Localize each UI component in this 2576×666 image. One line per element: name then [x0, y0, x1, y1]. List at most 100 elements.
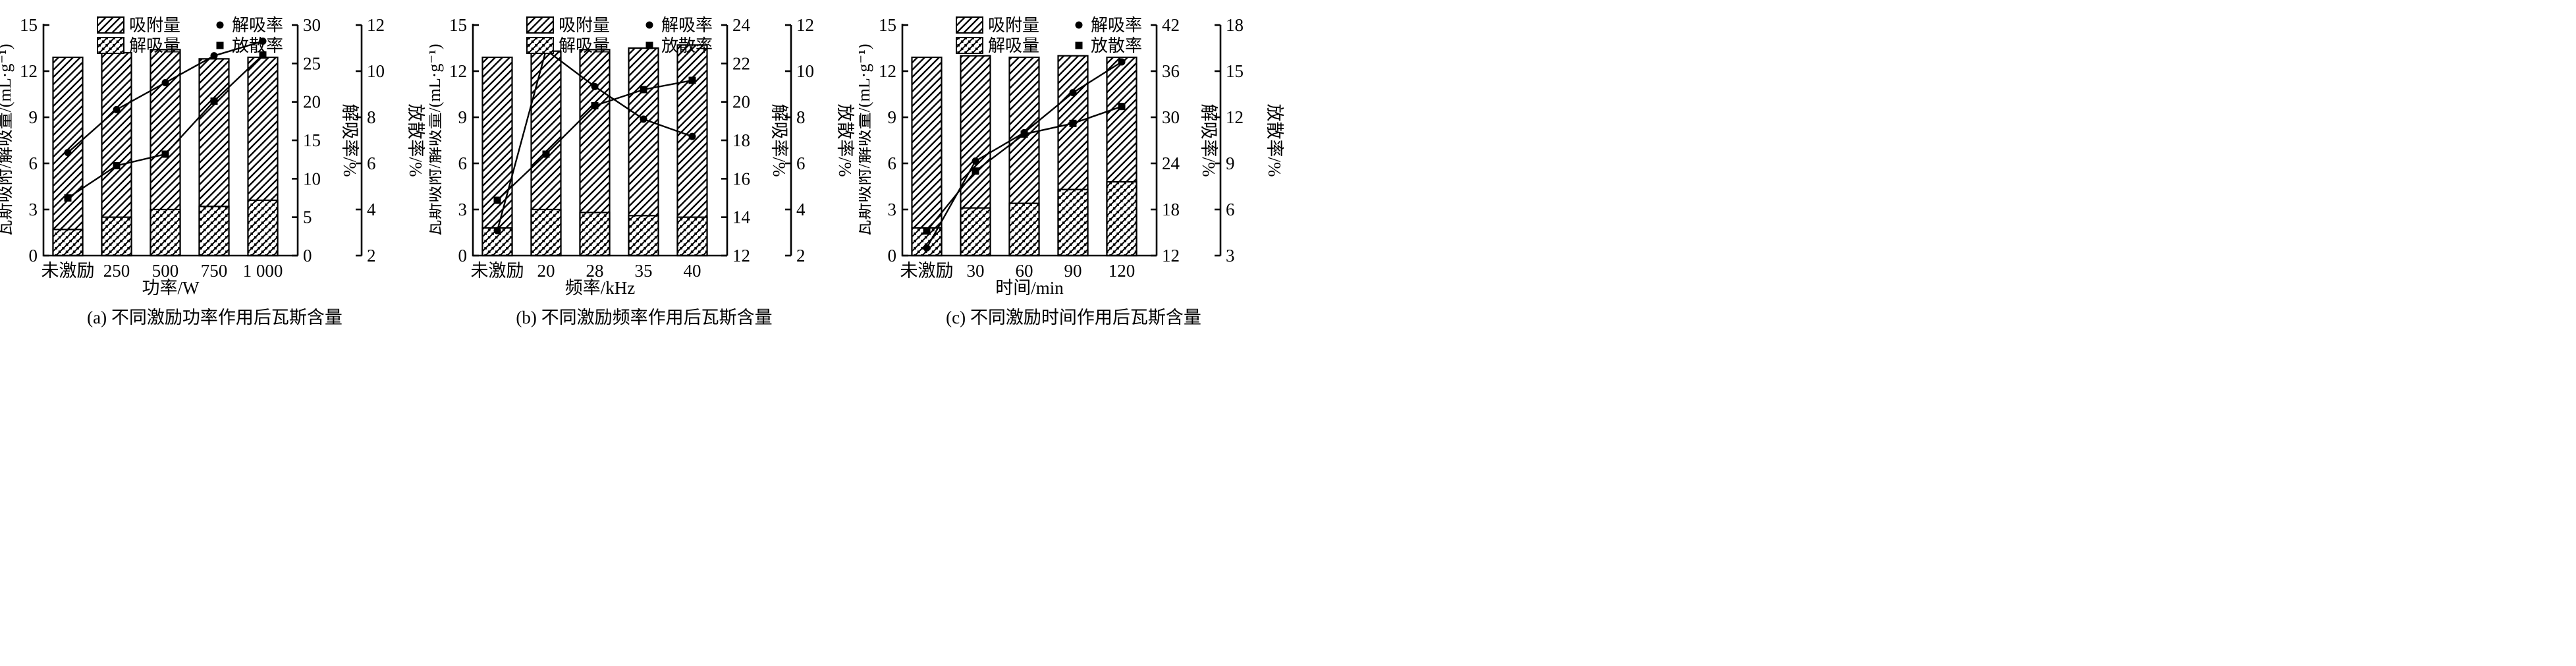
right2-tick-label: 18 — [1226, 15, 1244, 35]
circle-marker-0 — [923, 244, 931, 252]
chart-b-frequency: 036912151214161820222424681012瓦斯吸附/解吸量/(… — [429, 15, 855, 298]
right2-tick-label: 6 — [367, 153, 376, 173]
legend-square-marker-icon — [216, 42, 224, 49]
bar-checker-2 — [150, 208, 181, 257]
x-tick-label: 未激励 — [41, 261, 95, 281]
left-tick-label: 0 — [888, 246, 897, 265]
panel-c: 0 3 6 9 12 15 12 18 24 30 36 42 3 6 9 12 15 18 瓦斯吸附/解吸量/(m… — [859, 0, 1288, 333]
caption-c: (c) 不同激励时间作用后瓦斯含量 — [946, 308, 1201, 327]
circle-marker-3 — [640, 115, 647, 123]
right1-tick-label: 25 — [303, 53, 321, 73]
right2-tick-label: 8 — [367, 107, 376, 127]
legend-circle-marker-icon — [1075, 21, 1083, 29]
legend-checker-swatch — [526, 37, 554, 54]
legend-desorption-rate-label: 解吸率 — [232, 16, 283, 35]
circle-marker-0 — [64, 149, 72, 157]
right1-tick-label: 30 — [303, 15, 321, 35]
right1-axis-title: 解吸率/% — [1199, 104, 1219, 177]
x-tick-label: 250 — [103, 261, 130, 281]
bar-checker-4 — [247, 199, 279, 257]
legend-desorption-rate-label: 解吸率 — [661, 16, 713, 35]
panel-b: 0 3 6 9 12 15 12 14 16 18 20 22 24 2 4 6 8 10 12 瓦斯吸附/解吸量/(… — [429, 0, 859, 333]
square-marker-3 — [210, 97, 218, 105]
legend-checker-swatch — [956, 37, 983, 54]
legend-release-rate-label: 放散率 — [661, 36, 713, 55]
x-axis-title: 时间/min — [995, 278, 1064, 298]
left-tick-label: 6 — [458, 153, 468, 173]
left-tick-label: 6 — [888, 153, 897, 173]
x-tick-label: 60 — [1016, 261, 1033, 281]
left-tick-label: 15 — [449, 15, 467, 35]
left-tick-label: 9 — [29, 107, 38, 127]
x-tick-label: 1 000 — [243, 261, 283, 281]
left-tick-label: 6 — [29, 153, 38, 173]
right2-tick-label: 3 — [1226, 246, 1235, 265]
x-axis-title: 功率/W — [142, 278, 200, 298]
right2-tick-label: 15 — [1226, 61, 1244, 81]
right1-tick-label: 10 — [303, 169, 321, 188]
right2-tick-label: 4 — [796, 200, 806, 219]
x-tick-label: 未激励 — [900, 261, 954, 281]
circle-marker-4 — [1118, 58, 1126, 66]
right2-tick-label: 6 — [1226, 200, 1235, 219]
legend-desorption-rate-label: 解吸率 — [1091, 16, 1142, 35]
bar-checker-1 — [530, 208, 562, 257]
x-tick-label: 35 — [635, 261, 653, 281]
left-tick-label: 3 — [888, 200, 897, 219]
circle-marker-0 — [493, 227, 501, 235]
chart-a-power: 0 3 6 9 12 15 0 5 10 15 20 25 30 2 4 6 8 10 12 瓦斯吸附/解吸量/(mL… — [0, 15, 425, 298]
right1-tick-label: 0 — [303, 246, 312, 265]
left-tick-label: 9 — [888, 107, 897, 127]
right1-tick-label: 30 — [1162, 107, 1180, 127]
right2-axis-title: 放散率/% — [1265, 104, 1284, 177]
right1-tick-label: 12 — [1162, 246, 1180, 265]
square-marker-2 — [591, 102, 599, 109]
chart-c-time: 03691215121824303642369121518瓦斯吸附/解吸量/(m… — [859, 15, 1284, 298]
right1-axis-title: 解吸率/% — [340, 104, 360, 177]
x-tick-label: 30 — [967, 261, 985, 281]
axes-group — [472, 24, 792, 257]
right1-tick-label: 24 — [732, 15, 751, 35]
square-marker-0 — [923, 227, 931, 235]
right2-tick-label: 4 — [367, 200, 376, 219]
left-tick-label: 12 — [879, 61, 896, 81]
x-axis-title: 频率/kHz — [565, 278, 635, 298]
square-marker-4 — [1118, 103, 1126, 111]
right2-tick-label: 12 — [367, 15, 385, 35]
right1-tick-label: 36 — [1162, 61, 1180, 81]
right2-tick-label: 10 — [796, 61, 814, 81]
left-tick-label: 0 — [29, 246, 38, 265]
bar-checker-1 — [101, 216, 132, 257]
legend-desorption-label: 解吸量 — [129, 36, 180, 55]
x-tick-label: 40 — [684, 261, 701, 281]
legend-desorption-label: 解吸量 — [559, 36, 610, 55]
left-axis-title: 瓦斯吸附/解吸量/(mL·g⁻¹) — [0, 43, 14, 236]
square-marker-1 — [113, 162, 121, 169]
right2-tick-label: 12 — [796, 15, 814, 35]
left-tick-label: 15 — [879, 15, 896, 35]
right2-tick-label: 8 — [796, 107, 806, 127]
legend — [526, 16, 653, 54]
legend-adsorption-label: 吸附量 — [129, 16, 180, 35]
square-marker-1 — [972, 167, 979, 175]
bar-checker-3 — [198, 206, 230, 257]
x-tick-label: 120 — [1109, 261, 1136, 281]
lines-group — [64, 38, 267, 202]
x-tick-label: 28 — [586, 261, 604, 281]
legend-release-rate-label: 放散率 — [1091, 36, 1142, 55]
bar-hatch-0 — [52, 56, 84, 257]
circle-marker-1 — [972, 157, 979, 165]
right1-tick-label: 20 — [732, 92, 750, 112]
left-axis-title: 瓦斯吸附/解吸量/(mL·g⁻¹) — [859, 43, 873, 236]
square-marker-4 — [259, 51, 267, 59]
circle-marker-3 — [210, 52, 218, 60]
lines-group — [923, 58, 1126, 252]
bar-checker-4 — [1106, 180, 1137, 257]
left-tick-label: 3 — [458, 200, 468, 219]
bars-group — [911, 55, 1137, 257]
square-marker-0 — [64, 194, 72, 202]
square-marker-3 — [640, 86, 647, 94]
circle-marker-3 — [1069, 89, 1077, 97]
circle-marker-2 — [161, 79, 169, 86]
circle-marker-4 — [688, 132, 696, 140]
